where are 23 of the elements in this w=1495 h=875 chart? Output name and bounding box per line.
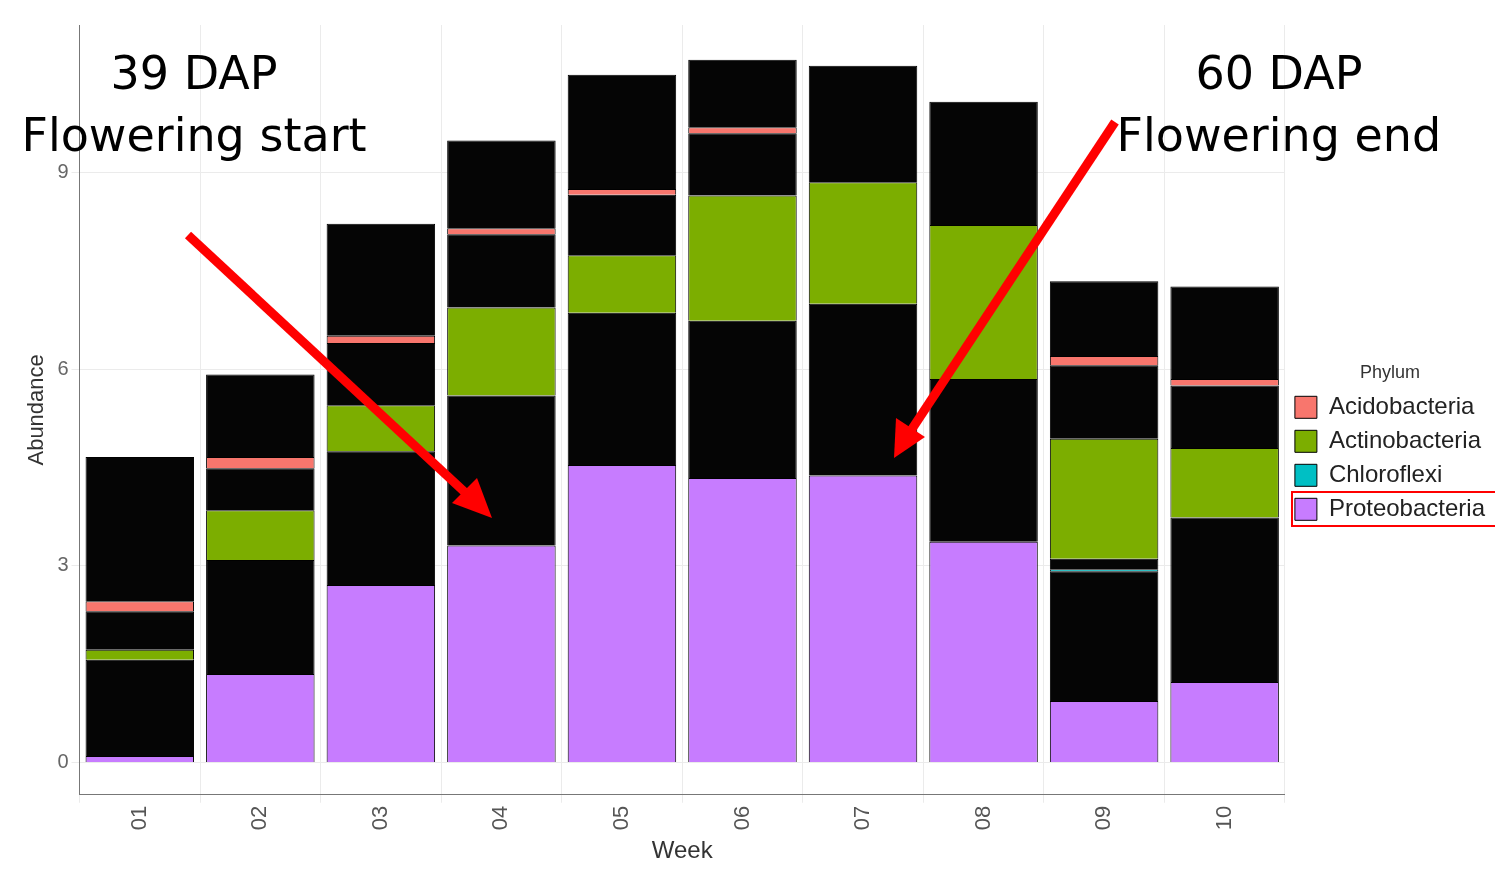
x-tick-label: 10 [1210, 805, 1236, 831]
legend-title: Phylum [1359, 361, 1420, 382]
x-tick-label: 01 [125, 805, 151, 831]
legend-label: Acidobacteria [1328, 391, 1475, 419]
y-axis-title: Abundance [23, 354, 49, 466]
y-tick-label: 3 [57, 553, 69, 576]
x-tick-label: 03 [366, 805, 392, 831]
y-tick-label: 0 [57, 750, 69, 773]
x-tick-label: 08 [969, 805, 995, 831]
annotation: 39 DAP Flowering start [21, 45, 367, 162]
x-tick-label: 06 [728, 805, 754, 831]
x-tick-label: 04 [487, 805, 513, 831]
x-tick-label: 07 [849, 805, 875, 831]
legend-label: Chloroflexi [1328, 459, 1443, 487]
legend-label: Proteobacteria [1328, 493, 1486, 521]
annotation: 60 DAP Flowering end [1116, 45, 1442, 162]
y-tick-label: 9 [57, 160, 69, 183]
x-tick-label: 09 [1090, 805, 1116, 831]
y-tick-label: 6 [57, 356, 69, 379]
x-tick-label: 05 [608, 805, 634, 831]
x-tick-label: 02 [246, 805, 272, 831]
x-axis-title: Week [651, 836, 714, 864]
legend-label: Actinobacteria [1328, 425, 1482, 453]
